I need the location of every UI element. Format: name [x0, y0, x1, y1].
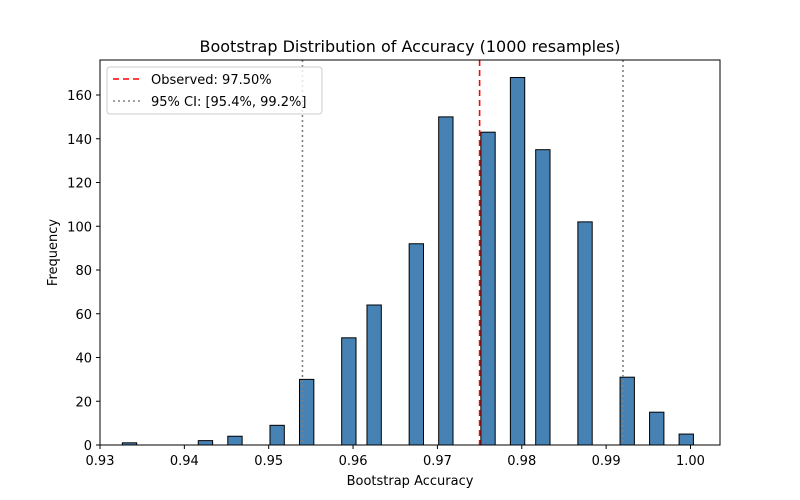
y-tick-label: 0 [84, 439, 92, 454]
histogram-bar-2 [227, 435, 243, 446]
bars-group [121, 77, 694, 446]
x-axis-ticks: 0.93 0.94 0.95 0.96 0.97 0.98 0.99 1.00 [86, 445, 705, 469]
histogram-bar-9 [480, 131, 496, 446]
y-tick-label: 160 [67, 89, 92, 104]
histogram-bar-10 [509, 77, 526, 446]
x-tick-label: 0.93 [86, 454, 115, 469]
y-tick-label: 60 [75, 308, 92, 323]
histogram-bar-5 [341, 337, 357, 446]
y-tick-label: 120 [67, 177, 92, 192]
y-axis-label: Frequency [46, 219, 61, 286]
reference-lines-group [301, 60, 624, 445]
y-tick-label: 140 [67, 133, 92, 148]
y-tick-label: 20 [75, 395, 92, 410]
legend: Observed: 97.50% 95% CI: [95.4%, 99.2%] [106, 66, 323, 115]
x-tick-label: 1.00 [676, 454, 705, 469]
x-tick-label: 0.95 [254, 454, 283, 469]
plot-frame [99, 59, 721, 446]
histogram-bar-12 [577, 221, 593, 446]
x-tick-label: 0.97 [423, 454, 452, 469]
histogram-bar-13 [619, 376, 635, 446]
histogram-bar-4 [298, 378, 315, 446]
histogram-bar-15 [678, 433, 694, 446]
x-axis-label: Bootstrap Accuracy [347, 474, 474, 489]
x-tick-label: 0.96 [339, 454, 368, 469]
histogram-bar-6 [366, 304, 382, 446]
y-axis-ticks: 0 20 40 60 80 100 120 140 160 [67, 89, 100, 454]
chart-title: Bootstrap Distribution of Accuracy (1000… [200, 37, 621, 56]
x-tick-label: 0.98 [507, 454, 536, 469]
legend-label-ci: 95% CI: [95.4%, 99.2%] [151, 95, 306, 110]
legend-box [106, 66, 323, 115]
y-tick-label: 80 [75, 264, 92, 279]
x-tick-label: 0.99 [592, 454, 621, 469]
histogram-bar-14 [649, 411, 665, 446]
y-tick-label: 100 [67, 220, 92, 235]
histogram-bar-3 [269, 424, 285, 446]
histogram-bar-1 [197, 440, 214, 446]
x-tick-label: 0.94 [170, 454, 199, 469]
legend-label-observed: Observed: 97.50% [151, 73, 272, 88]
histogram-bar-11 [535, 149, 551, 446]
histogram-bar-7 [408, 243, 424, 446]
y-tick-label: 40 [75, 352, 92, 367]
histogram-bar-8 [438, 116, 454, 446]
